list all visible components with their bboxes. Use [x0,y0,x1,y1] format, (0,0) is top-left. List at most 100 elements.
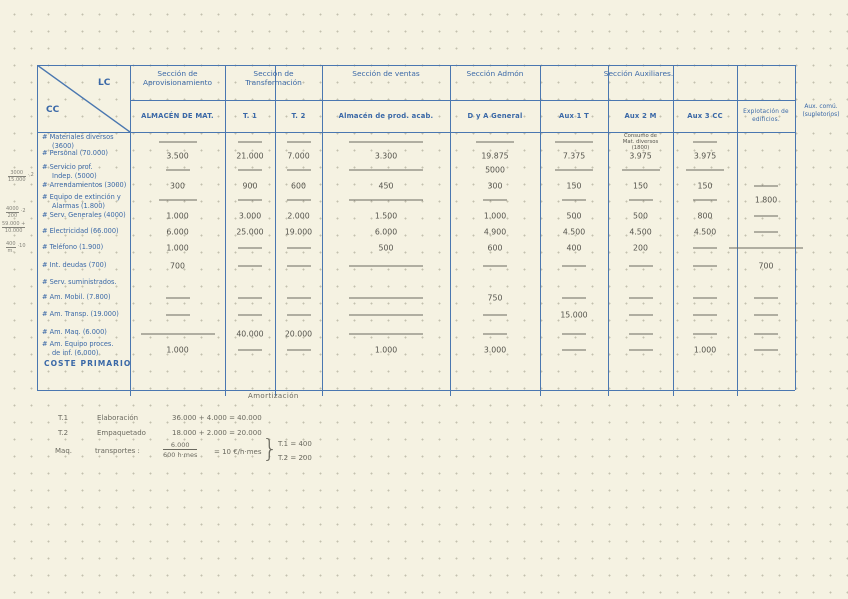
cell-dash [349,169,423,171]
cell-value: 1.000 [374,345,398,355]
cell-value: 15.000 [560,310,588,320]
row-label: # Materiales diversos (3600) [42,133,114,150]
footnote-brace-value: T.2 = 200 [278,454,312,462]
cell-dash [628,349,653,351]
footnote-name: Empaquetado [97,429,146,437]
row-label: # Am. Mobil. (7.800) [42,293,111,301]
cell-dash [286,349,311,351]
row-label: # Teléfono (1.900) [42,243,104,251]
cell-dash [693,265,717,267]
cell-dash [286,297,311,299]
cell-dash [562,199,586,201]
column-subheader: T. 1 [242,112,258,120]
cell-value: 4.500 [629,227,652,237]
table-grid-vline [225,65,226,396]
footnote-brace-value: T.1 = 400 [278,440,312,448]
cell-dash [628,297,653,299]
table-grid-vline [130,65,131,396]
margin-note: 400 m. ·10 [6,241,26,254]
cell-value: 3.300 [374,151,398,161]
cell-value: 500 [566,211,582,221]
row-label: # Equipo de extinción y Alarmas (1.800) [42,193,121,210]
cell-dash [165,314,190,316]
cell-value: 600 [291,181,306,191]
margin-note: 4000 200·2 [6,206,26,219]
cell-dash [286,314,311,316]
cell-value: 6.000 [166,227,189,237]
cell-value: 200 [633,243,648,253]
cell-value: 150 [633,181,648,191]
column-subheader: T. 2 [291,112,306,120]
cell-dash [754,297,778,299]
cell-value: 25.000 [236,227,264,237]
cell-dash [693,314,717,316]
cell-dash [238,297,262,299]
coste-primario-label: COSTE PRIMARIO [44,359,132,368]
cell-dash [483,265,507,267]
cell-dash [238,199,262,201]
row-label: # Am. Maq. (6.000) [42,328,107,336]
cell-value: 1.000 [693,345,717,355]
cell-value: 19.875 [481,151,509,161]
group-header: Sección Admón [466,69,524,78]
margin-note: 59.000 +10.000 [2,221,26,234]
footnote-title: Amortización [248,392,299,400]
cell-dash [562,349,586,351]
cell-value: 20.000 [284,329,313,339]
row-label: # Serv. suministrados. [42,278,117,286]
row-label: # Arrendamientos (3000) [42,181,127,189]
cell-dash [562,265,586,267]
cell-value: 4.900 [483,227,507,237]
cell-dash [349,199,423,201]
cell-value: 1.000 [166,243,189,253]
cell-dash [238,314,262,316]
cell-value: 750 [487,293,503,303]
row-label: # Electricidad (66.000) [42,227,119,235]
table-grid-vline [540,65,541,396]
footnote-tag: Maq. [55,447,72,455]
footnote-fraction: 6.000 600 h·mes [163,441,198,459]
cell-dash [140,333,215,335]
cell-note: Consumo de Mat. diversos (1800) [622,133,659,152]
cell-value: 5000 [485,165,505,175]
cell-dash [349,141,423,143]
table-grid-hline [37,390,795,391]
cell-value: 19.000 [284,227,313,237]
cell-value: 3.975 [629,151,652,161]
cell-value: 300 [170,181,185,191]
cell-dash [483,199,507,201]
footnote-calc: 36.000 + 4.000 = 40.000 [172,414,262,422]
cell-value: 7.000 [287,151,310,161]
cell-value: 2.000 [287,211,310,221]
footnote-brace: } [262,434,278,463]
footnote-tag: T.2 [58,429,69,437]
cell-value: 3.500 [166,151,189,161]
cell-value: 6.000 [374,227,398,237]
row-label: # Am. Transp. (19.000) [42,310,119,318]
row-label: # Serv. Generales (4000) [42,211,126,219]
cell-dash [555,169,593,171]
cell-dash [238,141,262,143]
cell-dash [754,185,778,187]
cell-dash [349,297,423,299]
cell-dash [693,247,717,249]
cell-dash [349,314,423,316]
margin-note: 3000 15.000 ·,2 [8,170,34,183]
table-grid-vline [737,65,738,396]
group-header: Sección de Transformación [245,69,302,87]
cell-dash [483,333,507,335]
table-grid-hline [37,65,795,66]
cell-dash [754,349,778,351]
column-subheader: D y A General [467,112,523,120]
cell-dash [238,349,262,351]
cell-value: 1.500 [374,211,398,221]
table-grid-vline [37,65,38,390]
table-grid-vline [322,65,323,396]
cell-value: 1.000 [166,211,189,221]
cell-dash [693,199,717,201]
corner-diagonal [37,65,131,133]
cell-value: 700 [170,261,185,271]
cell-value: 450 [378,181,394,191]
cell-dash [555,141,593,143]
cell-dash [476,141,514,143]
